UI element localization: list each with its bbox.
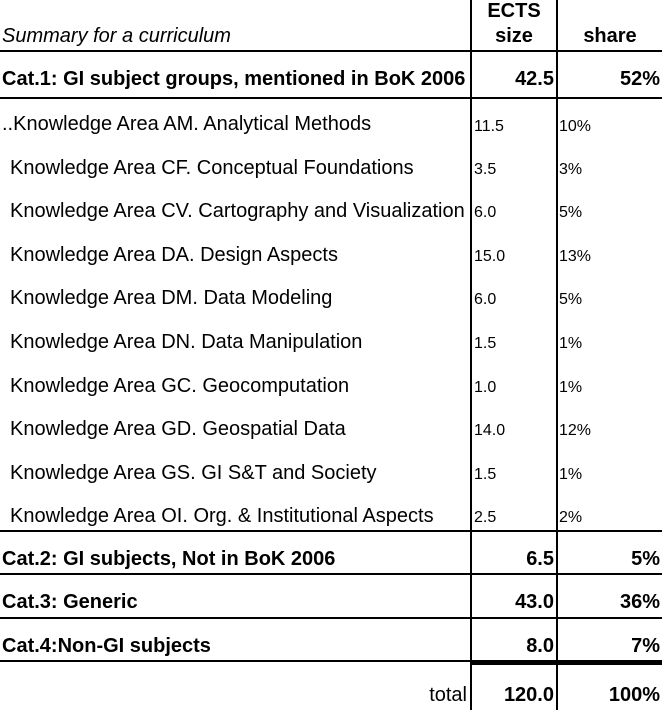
area-gd-size: 14.0	[474, 422, 506, 439]
cat4-label: Cat.4:Non-GI subjects	[2, 635, 211, 657]
column-divider-share	[556, 0, 558, 710]
cat1-rule	[0, 97, 662, 99]
cat2-share: 5%	[631, 548, 660, 570]
area-da-size: 15.0	[474, 248, 506, 265]
area-gs-label: Knowledge Area GS. GI S&T and Society	[10, 462, 377, 484]
area-da-share: 13%	[559, 248, 592, 265]
total-size: 120.0	[503, 684, 554, 706]
area-gc-share: 1%	[559, 379, 583, 396]
area-cv-size: 6.0	[474, 204, 497, 221]
column-divider-size	[470, 0, 472, 710]
area-dn-share: 1%	[559, 335, 583, 352]
total-share: 100%	[608, 684, 660, 706]
areas-end-rule	[0, 530, 662, 532]
cat2-label: Cat.2: GI subjects, Not in BoK 2006	[2, 548, 336, 570]
table-title: Summary for a curriculum	[2, 25, 231, 47]
header-rule	[0, 50, 662, 52]
header-share: share	[583, 25, 637, 47]
area-gd-label: Knowledge Area GD. Geospatial Data	[10, 418, 346, 440]
cat1-size: 42.5	[515, 68, 554, 90]
area-oi-size: 2.5	[474, 509, 497, 526]
cat1-label: Cat.1: GI subject groups, mentioned in B…	[2, 68, 466, 90]
cat4-rule	[0, 660, 662, 662]
area-cv-label: Knowledge Area CV. Cartography and Visua…	[10, 200, 465, 222]
total-thick-rule	[472, 660, 662, 665]
area-gs-size: 1.5	[474, 466, 497, 483]
area-dm-share: 5%	[559, 291, 583, 308]
cat3-share: 36%	[619, 591, 660, 613]
area-dn-label: Knowledge Area DN. Data Manipulation	[10, 331, 363, 353]
cat2-size: 6.5	[526, 548, 554, 570]
area-cf-size: 3.5	[474, 161, 497, 178]
area-cv-share: 5%	[559, 204, 583, 221]
area-am-label: ..Knowledge Area AM. Analytical Methods	[2, 113, 372, 135]
cat4-share: 7%	[631, 635, 660, 657]
area-da-label: Knowledge Area DA. Design Aspects	[10, 244, 338, 266]
area-gc-size: 1.0	[474, 379, 497, 396]
area-gc-label: Knowledge Area GC. Geocomputation	[10, 375, 350, 397]
area-cf-share: 3%	[559, 161, 583, 178]
cat3-label: Cat.3: Generic	[2, 591, 138, 613]
area-dm-label: Knowledge Area DM. Data Modeling	[10, 287, 333, 309]
area-cf-label: Knowledge Area CF. Conceptual Foundation…	[10, 157, 414, 179]
area-dm-size: 6.0	[474, 291, 497, 308]
area-am-size: 11.5	[474, 118, 504, 135]
area-am-share: 10%	[559, 118, 592, 135]
cat3-rule	[0, 617, 662, 619]
cat3-size: 43.0	[515, 591, 554, 613]
area-gd-share: 12%	[559, 422, 592, 439]
area-dn-size: 1.5	[474, 335, 497, 352]
area-oi-share: 2%	[559, 509, 583, 526]
header-size: size	[495, 25, 533, 47]
cat1-share: 52%	[619, 68, 660, 90]
header-ects: ECTS	[487, 0, 541, 22]
total-label: total	[429, 684, 467, 706]
area-oi-label: Knowledge Area OI. Org. & Institutional …	[10, 505, 434, 527]
cat4-size: 8.0	[526, 635, 554, 657]
cat2-rule	[0, 573, 662, 575]
area-gs-share: 1%	[559, 466, 583, 483]
